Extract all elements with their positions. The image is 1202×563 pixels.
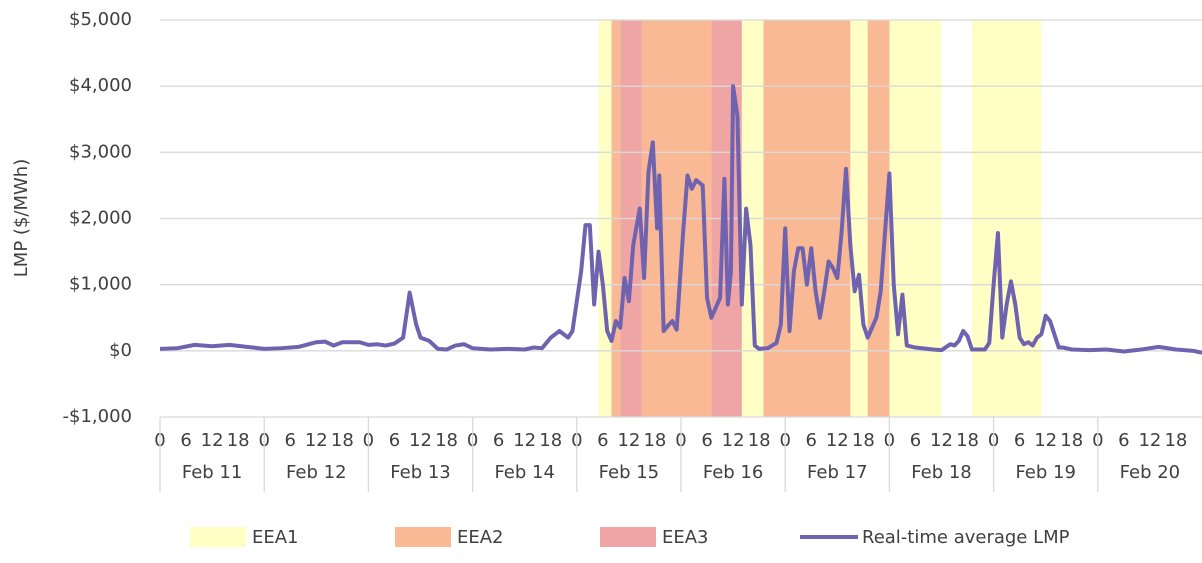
- x-tick-label: 6: [701, 430, 712, 451]
- x-tick-label: 12: [1138, 430, 1161, 451]
- x-tick-label: 18: [643, 430, 666, 451]
- legend-label: EEA3: [662, 527, 709, 548]
- x-tick-label: 6: [389, 430, 400, 451]
- x-tick-label: 18: [1060, 430, 1083, 451]
- legend-swatch: [190, 527, 246, 547]
- y-tick-label: $1,000: [69, 274, 132, 295]
- x-tick-label: 18: [539, 430, 562, 451]
- x-tick-label: 18: [227, 430, 250, 451]
- legend-swatch: [600, 527, 656, 547]
- x-tick-label: 18: [748, 430, 771, 451]
- x-tick-label: 6: [180, 430, 191, 451]
- x-tick-label: 12: [513, 430, 536, 451]
- y-tick-label: $5,000: [69, 9, 132, 30]
- legend-label: EEA1: [252, 527, 299, 548]
- x-tick-label: 6: [493, 430, 504, 451]
- x-tick-label: 12: [1034, 430, 1057, 451]
- x-category-label: Feb 20: [1120, 462, 1181, 483]
- x-tick-label: 12: [930, 430, 953, 451]
- x-tick-label: 6: [1118, 430, 1129, 451]
- x-category-label: Feb 17: [807, 462, 868, 483]
- y-tick-label: $0: [109, 340, 132, 361]
- x-tick-label: 18: [956, 430, 979, 451]
- x-tick-label: 6: [597, 430, 608, 451]
- x-category-label: Feb 11: [182, 462, 243, 483]
- x-tick-label: 12: [201, 430, 224, 451]
- x-tick-label: 12: [409, 430, 432, 451]
- line: [159, 84, 1202, 355]
- y-tick-label: $2,000: [69, 208, 132, 229]
- legend-label: EEA2: [457, 527, 504, 548]
- x-category-label: Feb 13: [390, 462, 451, 483]
- x-tick-label: 6: [806, 430, 817, 451]
- x-tick-label: 6: [1014, 430, 1025, 451]
- x-tick-label: 6: [285, 430, 296, 451]
- x-category-label: Feb 15: [599, 462, 660, 483]
- x-tick-label: 12: [826, 430, 849, 451]
- y-tick-label: $3,000: [69, 141, 132, 162]
- y-tick-label: -$1,000: [63, 406, 132, 427]
- x-tick-label: 12: [617, 430, 640, 451]
- x-tick-label: 18: [435, 430, 458, 451]
- y-axis-label: LMP ($/MWh): [11, 159, 32, 277]
- x-tick-label: 12: [722, 430, 745, 451]
- y-tick-label: $4,000: [69, 75, 132, 96]
- x-tick-label: 12: [305, 430, 328, 451]
- x-category-label: Feb 12: [286, 462, 347, 483]
- x-category-label: Feb 18: [911, 462, 972, 483]
- x-tick-label: 18: [1164, 430, 1187, 451]
- x-tick-label: 6: [910, 430, 921, 451]
- legend-label: Real-time average LMP: [862, 527, 1070, 548]
- legend-swatch: [395, 527, 451, 547]
- x-category-label: Feb 19: [1015, 462, 1076, 483]
- x-tick-label: 18: [852, 430, 875, 451]
- x-tick-label: 18: [331, 430, 354, 451]
- x-category-label: Feb 14: [494, 462, 555, 483]
- x-category-label: Feb 16: [703, 462, 764, 483]
